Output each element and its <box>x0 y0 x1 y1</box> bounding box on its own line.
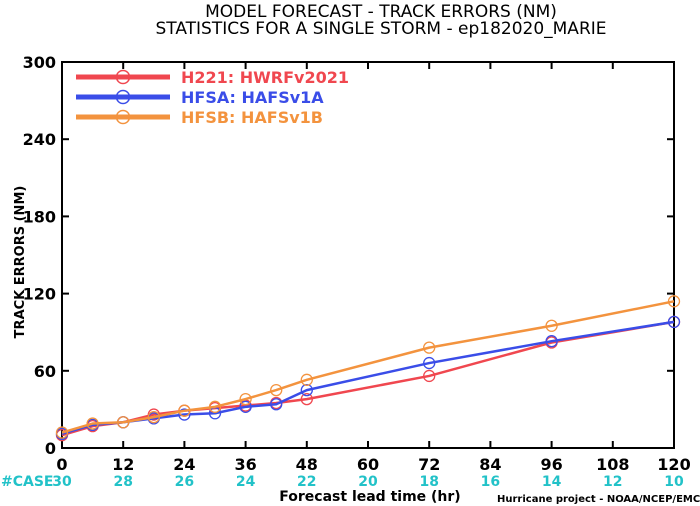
case-count: 12 <box>603 474 622 490</box>
case-count: 26 <box>175 474 194 490</box>
legend-entry: H221: HWRFv2021 <box>76 68 349 87</box>
case-count: 16 <box>481 474 500 490</box>
y-tick-label: 0 <box>45 439 56 458</box>
legend-label: HFSA: HAFSv1A <box>181 88 324 107</box>
data-point <box>239 392 252 406</box>
series-3 <box>55 295 681 439</box>
data-point <box>667 315 681 329</box>
legend-marker <box>115 89 131 105</box>
x-tick-label: 24 <box>173 455 195 474</box>
case-count: 10 <box>664 474 684 490</box>
x-tick-label: 108 <box>596 455 629 474</box>
legend-label: HFSB: HAFSv1B <box>181 108 323 127</box>
data-point <box>178 404 191 417</box>
case-count: 30 <box>52 474 72 490</box>
data-point <box>208 400 222 413</box>
data-point <box>86 417 99 430</box>
y-tick-label: 300 <box>23 53 56 72</box>
data-point <box>178 408 191 421</box>
data-point <box>147 410 160 424</box>
legend-label: H221: HWRFv2021 <box>181 68 349 87</box>
x-tick-label: 96 <box>540 455 562 474</box>
case-count: 20 <box>358 474 378 490</box>
chart-subtitle: STATISTICS FOR A SINGLE STORM - ep182020… <box>155 19 606 39</box>
case-count: 18 <box>419 474 438 490</box>
y-tick-label: 240 <box>23 130 56 149</box>
chart-title: MODEL FORECAST - TRACK ERRORS (NM) <box>205 2 557 22</box>
x-axis-label: Forecast lead time (hr) <box>279 489 460 505</box>
case-count: 28 <box>113 474 132 490</box>
data-point <box>300 383 313 397</box>
legend-entry: HFSA: HAFSv1A <box>76 88 324 107</box>
data-point <box>423 356 436 370</box>
data-point <box>55 426 69 439</box>
data-point <box>270 398 283 411</box>
data-point <box>423 369 436 383</box>
x-tick-label: 72 <box>418 455 440 474</box>
data-point <box>545 335 558 348</box>
data-point <box>545 319 558 332</box>
x-tick-label: 12 <box>112 455 134 474</box>
x-tick-label: 0 <box>56 455 67 474</box>
x-tick-label: 48 <box>296 455 318 474</box>
data-point <box>270 383 283 397</box>
x-tick-label: 84 <box>479 455 501 474</box>
data-point <box>423 341 436 354</box>
data-point <box>667 295 681 308</box>
y-tick-label: 180 <box>23 207 56 226</box>
y-tick-label: 120 <box>23 285 56 304</box>
legend-entry: HFSB: HAFSv1B <box>76 108 323 127</box>
legend-marker <box>115 69 131 85</box>
case-count: 14 <box>542 474 562 490</box>
credit-text: Hurricane project - NOAA/NCEP/EMC <box>497 494 700 505</box>
y-tick-label: 60 <box>34 362 56 381</box>
plot-frame <box>61 61 675 449</box>
case-label: #CASE <box>1 474 54 490</box>
data-point <box>300 373 313 386</box>
x-tick-label: 36 <box>234 455 256 474</box>
y-axis-label: TRACK ERRORS (NM) <box>13 186 28 339</box>
x-tick-label: 120 <box>657 455 690 474</box>
x-tick-label: 60 <box>357 455 379 474</box>
case-count: 24 <box>236 474 256 490</box>
data-point <box>300 392 313 406</box>
legend-marker <box>115 109 131 125</box>
data-point <box>239 400 252 413</box>
plot-area: 0301228242636244822602072188416961410812… <box>23 53 691 490</box>
data-point <box>117 416 130 429</box>
case-count: 22 <box>297 474 316 490</box>
